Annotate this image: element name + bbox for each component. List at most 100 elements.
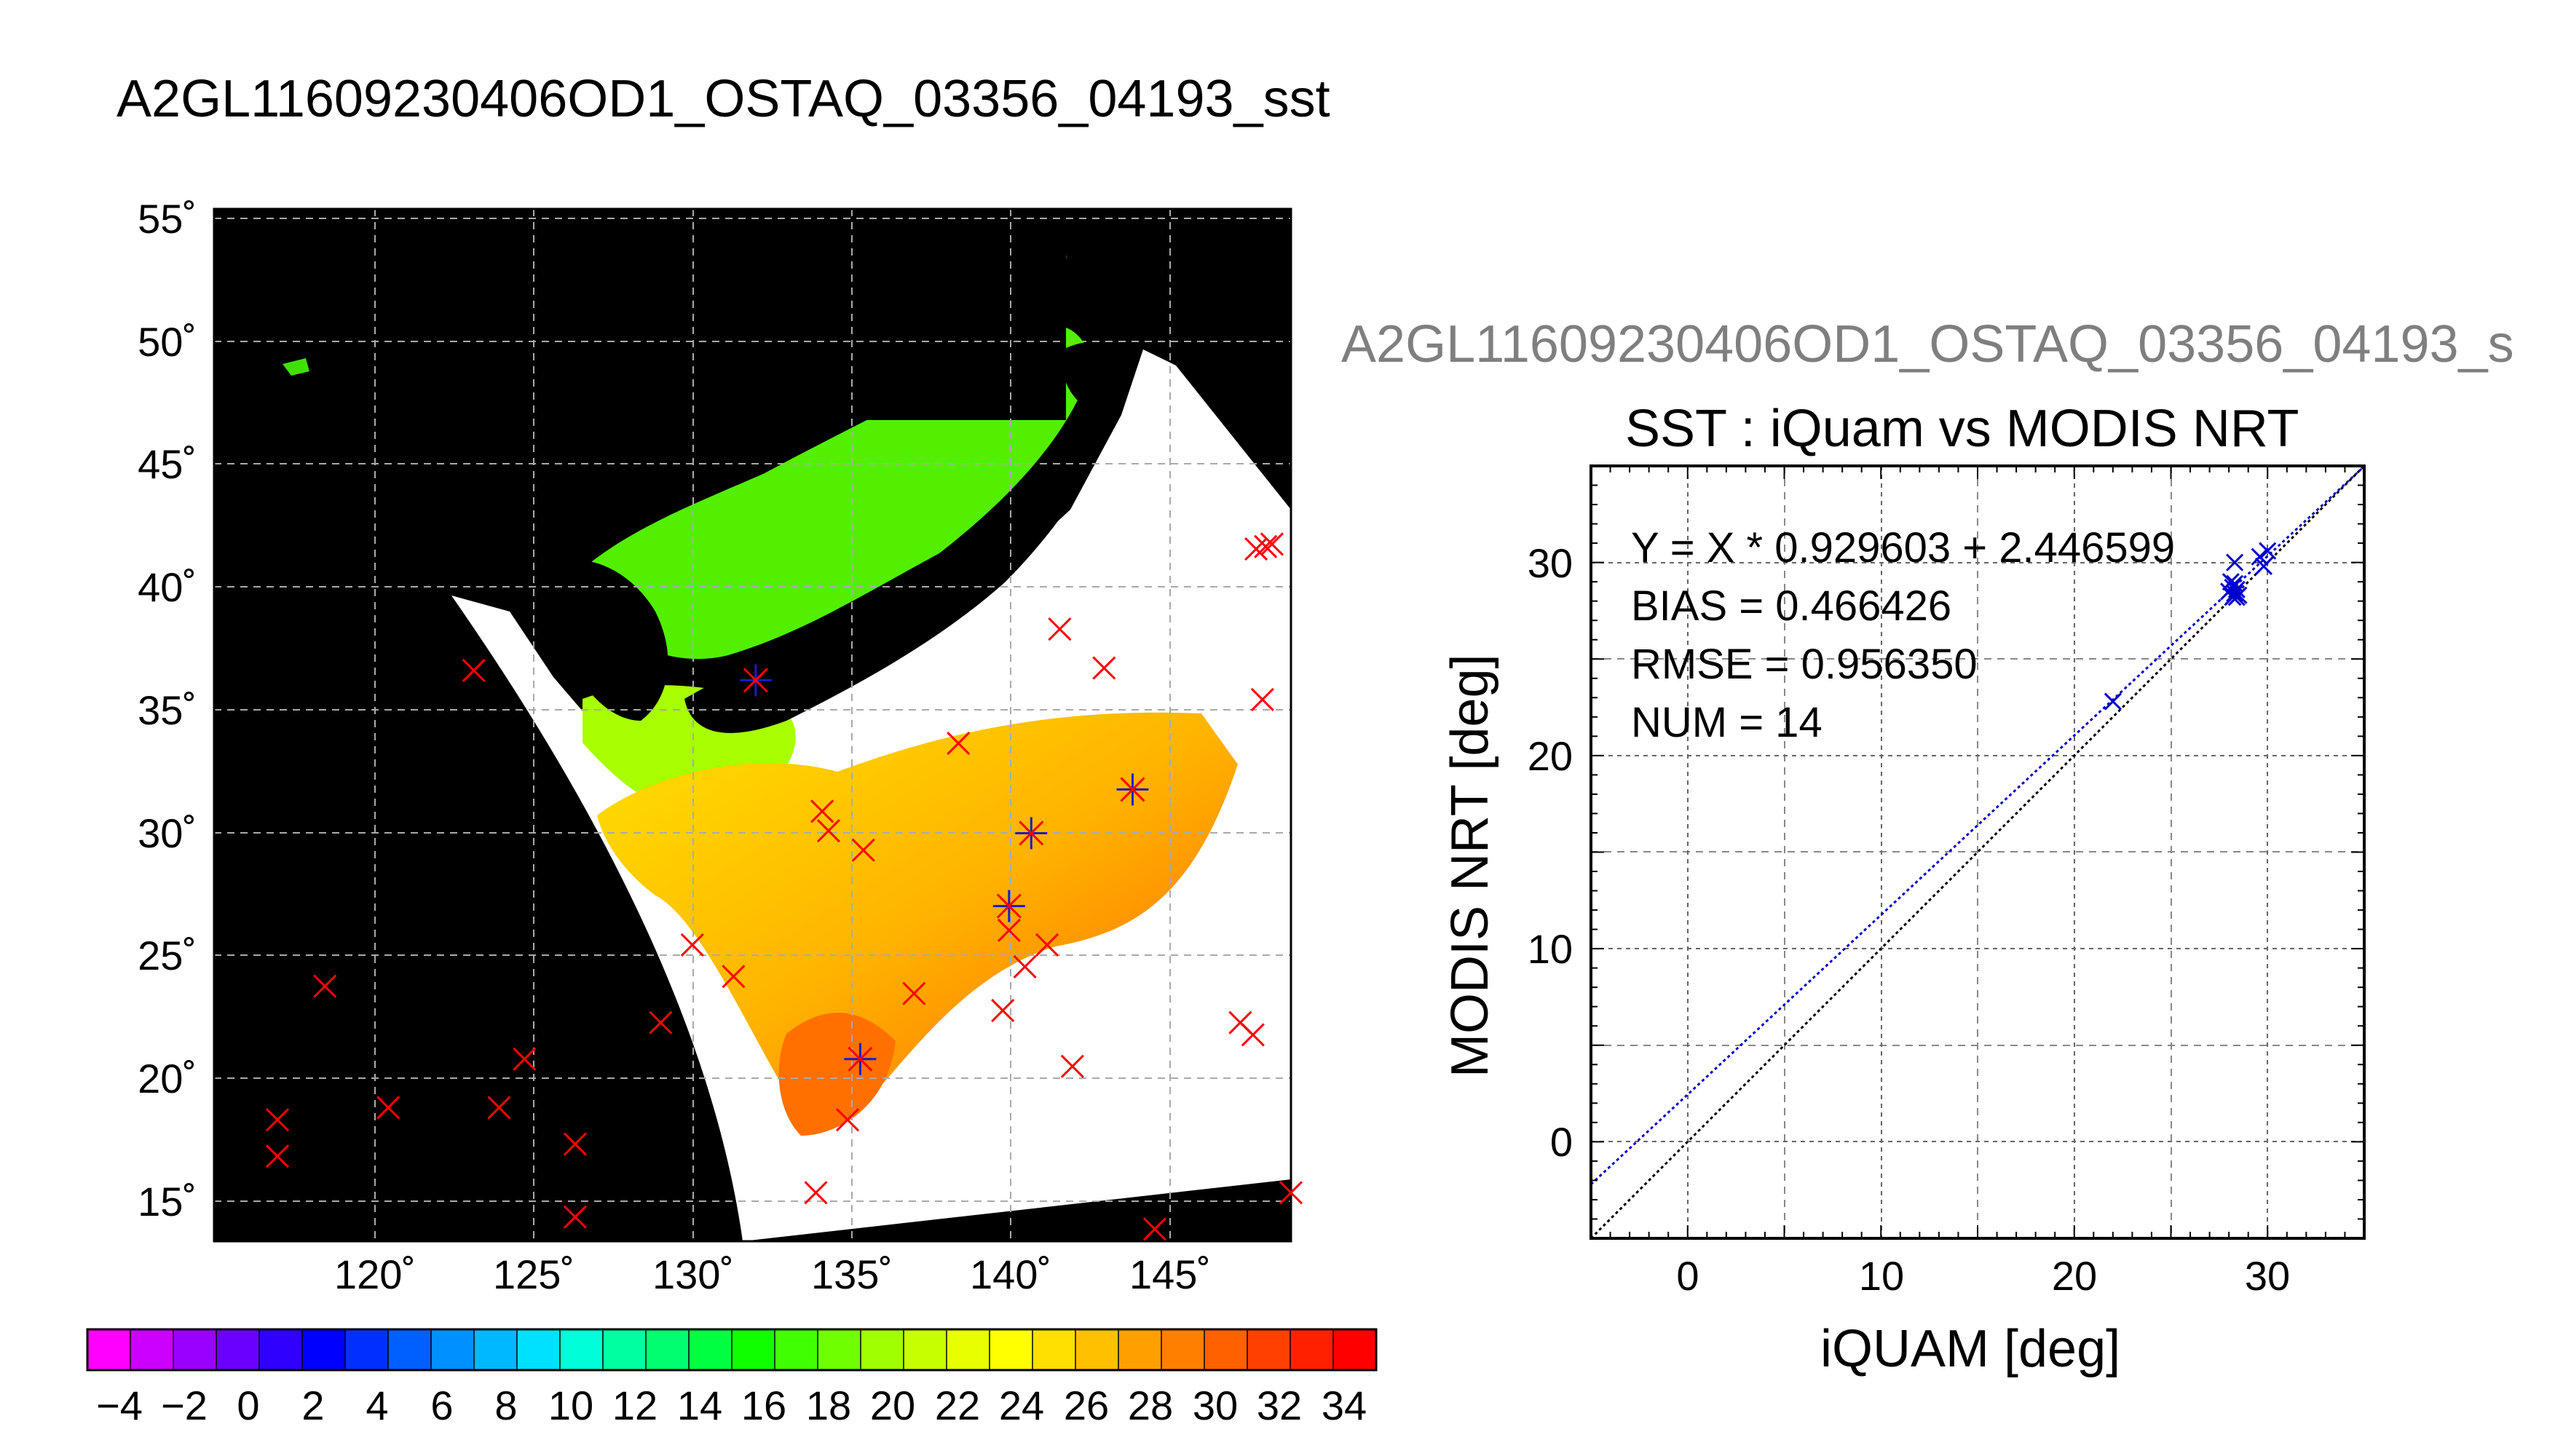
land-sakhalin (1063, 218, 1107, 342)
sst-small-patch (283, 358, 309, 376)
map-marker-outside (1254, 534, 1278, 558)
colorbar-tick-label: −2 (161, 1382, 208, 1428)
colorbar-tick-label: 28 (1128, 1382, 1173, 1428)
colorbar-cell (775, 1329, 818, 1370)
colorbar-cell (560, 1329, 604, 1370)
colorbar-cell (1161, 1329, 1205, 1370)
lat-tick-label: 25˚ (138, 933, 197, 978)
x-tick-label: 0 (1676, 1253, 1699, 1299)
colorbar-cell (87, 1329, 131, 1370)
map-marker-outside (835, 1108, 860, 1132)
map-marker-matchup (739, 664, 772, 697)
lat-tick-label: 50˚ (138, 319, 197, 365)
lon-tick-label: 130˚ (652, 1251, 734, 1297)
colorbar-tick-label: 12 (612, 1382, 657, 1428)
scatter-point (2104, 692, 2122, 711)
map-marker-matchup (1015, 817, 1048, 850)
map-marker-outside (804, 1181, 828, 1205)
map-marker-outside (1241, 1023, 1265, 1047)
sst-map: 55˚ 50˚ 45˚ 40˚ 35˚ 30˚ 25˚ 20˚ 15˚ 120˚… (138, 196, 1303, 1297)
colorbar-cell (990, 1329, 1033, 1370)
scatter-y-tick-labels: 0 10 20 30 (1528, 540, 1573, 1165)
scatter-point (2226, 585, 2244, 603)
map-marker-outside (1260, 532, 1284, 556)
scatter-point (2230, 586, 2248, 604)
map-marker-outside (487, 1096, 511, 1120)
map-marker-outside (513, 1047, 537, 1071)
colorbar-labels: −4 −2 0 2 4 6 8 10 12 14 16 18 20 22 24 … (96, 1382, 1367, 1428)
map-marker-outside (810, 799, 834, 823)
scatter-minor-ticks (1590, 465, 2365, 1239)
colorbar-tick-label: 20 (870, 1382, 915, 1428)
colorbar: −4 −2 0 2 4 6 8 10 12 14 16 18 20 22 24 … (86, 1328, 1378, 1428)
colorbar-cell (1118, 1329, 1162, 1370)
x-tick-label: 30 (2245, 1253, 2290, 1299)
scatter-x-tick-labels: 0 10 20 30 (1676, 1253, 2290, 1299)
lon-tick-label: 145˚ (1129, 1251, 1211, 1297)
colorbar-cell (947, 1329, 990, 1370)
colorbar-tick-label: 6 (430, 1382, 453, 1428)
map-title: A2GL11609230406OD1_OSTAQ_03356_04193_sst (117, 70, 1330, 128)
colorbar-cell (130, 1329, 174, 1370)
colorbar-cell (818, 1329, 861, 1370)
y-tick-label: 30 (1528, 540, 1573, 586)
colorbar-tick-label: 18 (806, 1382, 851, 1428)
map-marker-outside (1013, 954, 1037, 979)
map-marker-outside (649, 1010, 673, 1034)
map-marker-outside (680, 933, 704, 957)
land-japan (684, 408, 1114, 733)
lat-tick-label: 45˚ (138, 441, 197, 487)
colorbar-tick-label: 26 (1064, 1382, 1109, 1428)
stats-bias: BIAS = 0.466426 (1631, 582, 1951, 630)
y-tick-label: 10 (1528, 926, 1573, 972)
map-marker-matchup (992, 890, 1025, 922)
colorbar-cell (259, 1329, 303, 1370)
lat-tick-label: 40˚ (138, 564, 197, 610)
map-markers (265, 532, 1303, 1241)
land-korea (552, 559, 668, 721)
scatter-point (2226, 553, 2244, 571)
stats-rmse: RMSE = 0.956350 (1631, 641, 1978, 688)
map-marker-matchup (844, 1042, 877, 1075)
scatter-title: SST : iQuam vs MODIS NRT (1625, 400, 2299, 458)
map-marker-outside (722, 965, 746, 989)
map-marker-outside (563, 1132, 587, 1156)
colorbar-cell (1032, 1329, 1076, 1370)
lon-tick-label: 125˚ (493, 1251, 574, 1297)
colorbar-cell (1247, 1329, 1291, 1370)
colorbar-cell (904, 1329, 947, 1370)
map-marker-outside (947, 731, 971, 756)
map-marker-outside (563, 1205, 587, 1229)
stats-num: NUM = 14 (1631, 699, 1823, 746)
scatter-stats: Y = X * 0.929603 + 2.446599 BIAS = 0.466… (1631, 524, 2175, 746)
colorbar-tick-label: 34 (1322, 1382, 1367, 1428)
scatter-point (2222, 573, 2240, 591)
map-marker-outside (1142, 1217, 1167, 1241)
colorbar-cell (732, 1329, 775, 1370)
colorbar-tick-label: 0 (237, 1382, 259, 1428)
map-marker-outside (1060, 1054, 1084, 1078)
colorbar-cells (87, 1329, 1377, 1370)
x-tick-label: 20 (2052, 1253, 2097, 1299)
y-tick-label: 0 (1550, 1119, 1573, 1165)
colorbar-cell (689, 1329, 732, 1370)
colorbar-tick-label: −4 (96, 1382, 143, 1428)
map-marker-outside (997, 918, 1021, 942)
scatter-point (2251, 547, 2269, 566)
colorbar-cell (861, 1329, 904, 1370)
map-grid (214, 209, 1291, 1241)
colorbar-cell (345, 1329, 389, 1370)
colorbar-cell (216, 1329, 260, 1370)
lat-tick-label: 15˚ (138, 1179, 197, 1224)
colorbar-cell (1075, 1329, 1119, 1370)
y-tick-label: 20 (1528, 733, 1573, 779)
map-marker-outside (1048, 617, 1072, 641)
map-marker-outside (313, 974, 337, 998)
lon-tick-label: 120˚ (334, 1251, 416, 1297)
sst-yellow (597, 712, 1238, 1119)
map-marker-outside (265, 1108, 290, 1132)
lon-tick-label: 140˚ (970, 1251, 1051, 1297)
lat-tick-label: 55˚ (138, 196, 197, 242)
colorbar-cell (1333, 1329, 1377, 1370)
